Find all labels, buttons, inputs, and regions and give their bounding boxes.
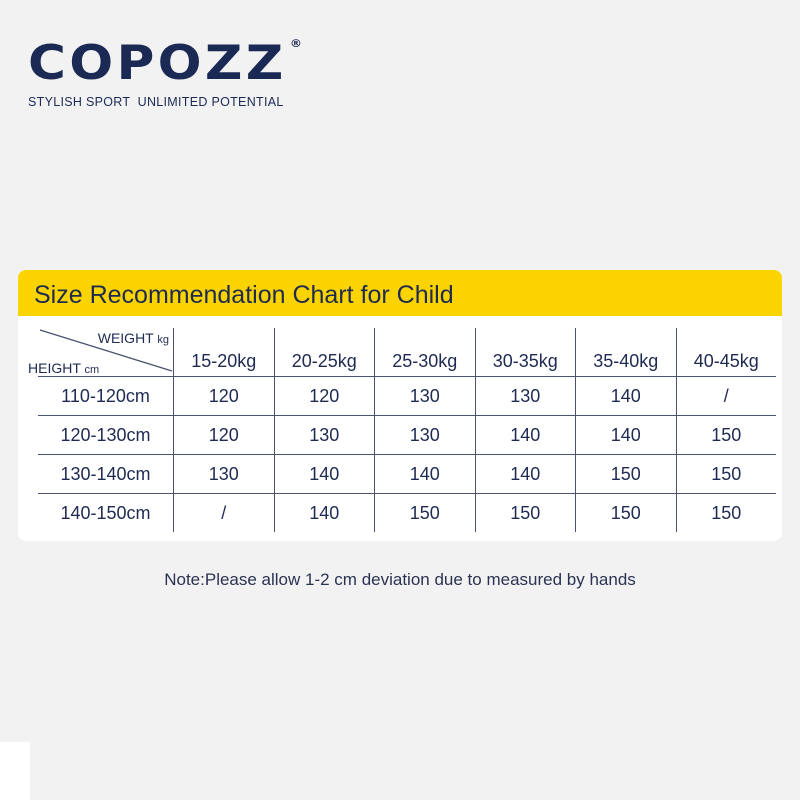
corner-weight-label: WEIGHT kg <box>97 330 169 346</box>
size-cell: 120 <box>273 376 375 416</box>
diagonal-divider <box>39 329 173 372</box>
height-label: 140-150cm <box>60 502 151 523</box>
size-cell: 130 <box>273 415 375 455</box>
size-cell: 150 <box>675 493 776 532</box>
size-cell: 130 <box>474 376 576 416</box>
size-cell: / <box>173 493 274 532</box>
weight-header: 30-35kg <box>474 328 576 377</box>
size-cell: 150 <box>675 415 776 455</box>
size-chart-card: Size Recommendation Chart for Child WEIG… <box>18 270 782 541</box>
brand-logo: COPOZZ ® <box>28 38 302 87</box>
weight-header: 20-25kg <box>273 328 375 377</box>
table-row: 110-120cm 120 120 130 130 140 / <box>38 376 776 416</box>
size-cell: 140 <box>474 415 576 455</box>
chart-title: Size Recommendation Chart for Child <box>18 270 782 316</box>
table-row: 120-130cm 120 130 130 140 140 150 <box>38 415 776 455</box>
size-cell: 150 <box>474 493 576 532</box>
corner-white-block <box>0 742 30 800</box>
size-cell: 120 <box>173 415 274 455</box>
table-header-row: WEIGHT kg HEIGHT cm 15-20kg 20-25kg 25-3… <box>28 328 776 377</box>
size-cell: 130 <box>173 454 274 494</box>
size-cell: 130 <box>374 376 475 416</box>
registered-mark: ® <box>289 37 302 50</box>
size-cell: / <box>675 376 776 416</box>
weight-header: 35-40kg <box>575 328 676 377</box>
table-row: 140-150cm / 140 150 150 150 150 <box>38 493 776 532</box>
table-corner-header: WEIGHT kg HEIGHT cm <box>28 328 174 377</box>
size-cell: 140 <box>273 493 375 532</box>
size-cell: 140 <box>374 454 475 494</box>
height-label: 130-140cm <box>38 454 174 494</box>
table-row: 130-140cm 130 140 140 140 150 150 <box>38 454 776 494</box>
size-cell: 140 <box>474 454 576 494</box>
size-cell: 150 <box>575 454 676 494</box>
weight-header: 25-30kg <box>374 328 475 377</box>
corner-height-label: HEIGHT cm <box>28 360 100 376</box>
size-cell: 140 <box>575 415 676 455</box>
height-label: 110-120cm <box>38 376 174 416</box>
size-table: WEIGHT kg HEIGHT cm 15-20kg 20-25kg 25-3… <box>28 328 776 532</box>
size-cell: 150 <box>575 493 676 532</box>
size-cell: 130 <box>374 415 475 455</box>
measurement-note: Note:Please allow 1-2 cm deviation due t… <box>164 570 636 589</box>
size-cell: 150 <box>374 493 475 532</box>
size-cell: 150 <box>675 454 776 494</box>
brand-block: COPOZZ ® STYLISH SPORT UNLIMITED POTENTIA… <box>28 38 302 109</box>
size-cell: 120 <box>173 376 274 416</box>
size-cell: 140 <box>575 376 676 416</box>
weight-header: 40-45kg <box>675 328 776 377</box>
logo-text: COPOZZ <box>28 36 287 91</box>
weight-header: 15-20kg <box>173 328 274 377</box>
brand-tagline: STYLISH SPORT UNLIMITED POTENTIAL <box>28 95 284 109</box>
size-cell: 140 <box>273 454 375 494</box>
height-label: 120-130cm <box>38 415 174 455</box>
